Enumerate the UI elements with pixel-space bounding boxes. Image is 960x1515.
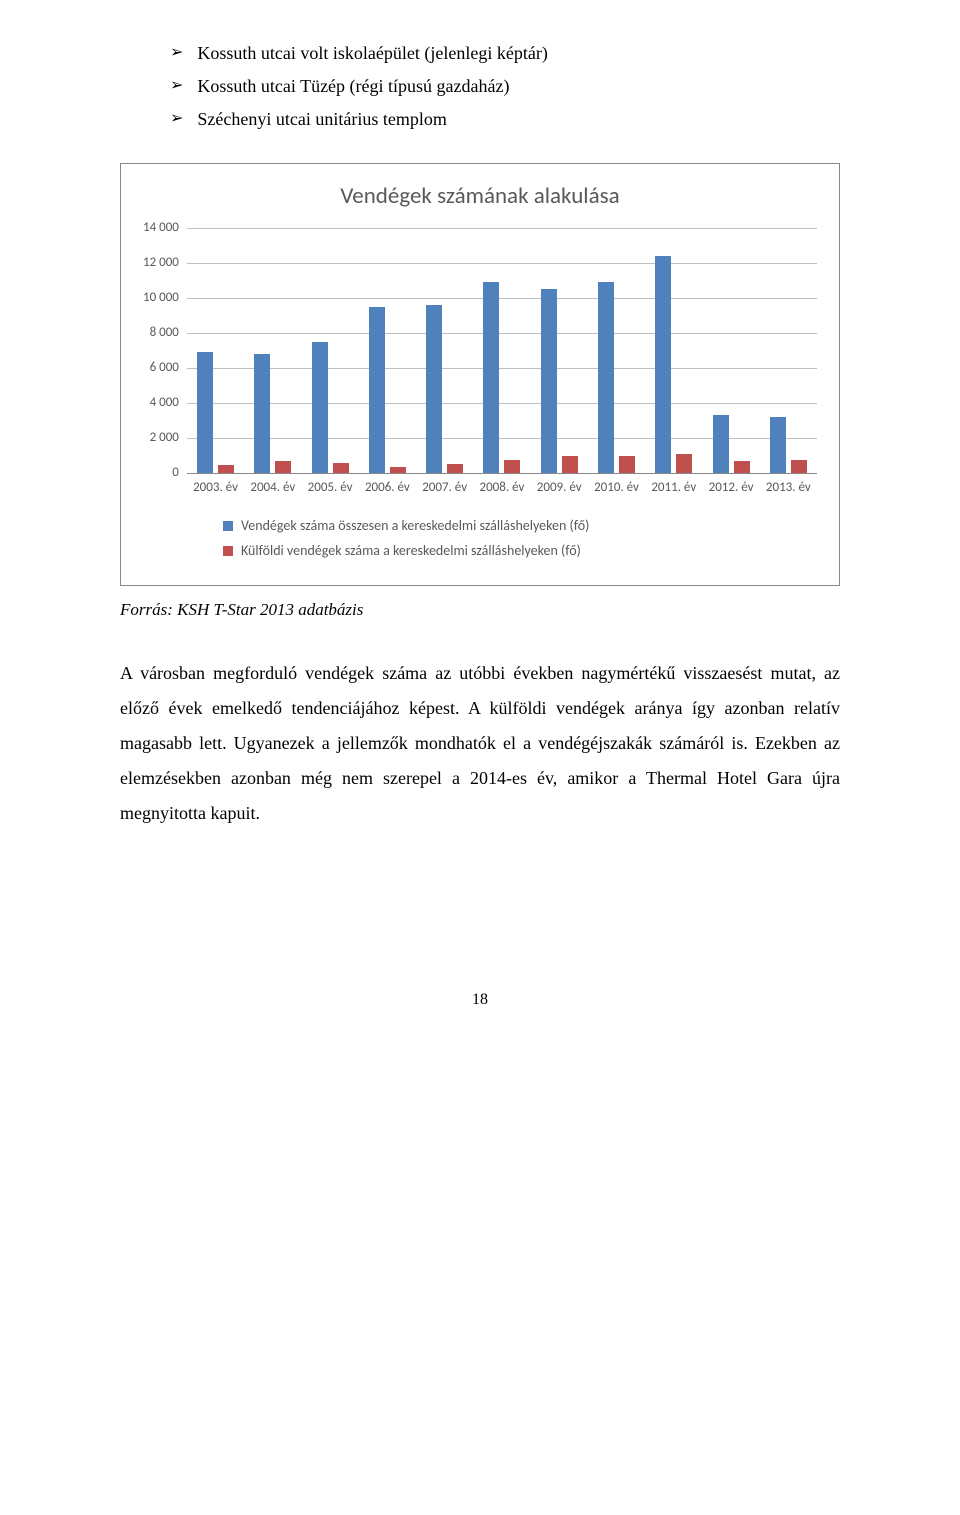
bar [598, 282, 614, 473]
x-tick-label: 2013. év [765, 480, 811, 495]
triangle-bullet-icon: ➢ [170, 73, 183, 99]
y-tick-label: 8 000 [150, 325, 179, 340]
y-axis: 14 000 12 000 10 000 8 000 6 000 4 000 2 000 0 [143, 220, 187, 480]
x-tick-label: 2012. év [708, 480, 754, 495]
bullet-list: ➢ Kossuth utcai volt iskolaépület (jelenl… [120, 40, 840, 133]
bar [713, 415, 729, 473]
bar [770, 417, 786, 473]
x-tick-label: 2010. év [594, 480, 640, 495]
legend-label: Külföldi vendégek száma a kereskedelmi s… [241, 542, 581, 559]
bar [791, 460, 807, 473]
x-tick-label: 2009. év [536, 480, 582, 495]
bar [197, 352, 213, 473]
bar-group [651, 228, 697, 473]
bar-group [422, 228, 468, 473]
bar [333, 463, 349, 473]
page-number: 18 [120, 991, 840, 1009]
bar [218, 465, 234, 473]
bar-group [479, 228, 525, 473]
bar [447, 464, 463, 473]
bar-group [364, 228, 410, 473]
source-citation: Forrás: KSH T-Star 2013 adatbázis [120, 600, 840, 620]
bar [312, 342, 328, 473]
body-paragraph: A városban megforduló vendégek száma az … [120, 656, 840, 831]
bar [390, 467, 406, 473]
y-tick-label: 4 000 [150, 395, 179, 410]
x-tick-label: 2007. év [422, 480, 468, 495]
x-tick-label: 2005. év [307, 480, 353, 495]
bar [254, 354, 270, 473]
bar-group [307, 228, 353, 473]
bar [541, 289, 557, 473]
legend-label: Vendégek száma összesen a kereskedelmi s… [241, 517, 589, 534]
bar [655, 256, 671, 473]
bar-group [250, 228, 296, 473]
bullet-text: Széchenyi utcai unitárius templom [197, 106, 446, 133]
bullet-item: ➢ Széchenyi utcai unitárius templom [170, 106, 840, 133]
bar [369, 307, 385, 473]
bullet-item: ➢ Kossuth utcai volt iskolaépület (jelenl… [170, 40, 840, 67]
chart-container: Vendégek számának alakulása 14 000 12 000… [120, 163, 840, 586]
bar [275, 461, 291, 473]
y-tick-label: 0 [172, 465, 179, 480]
bullet-text: Kossuth utcai Tüzép (régi típusú gazdahá… [197, 73, 509, 100]
triangle-bullet-icon: ➢ [170, 40, 183, 66]
chart-legend: Vendégek száma összesen a kereskedelmi s… [223, 517, 817, 559]
bar-group [765, 228, 811, 473]
bar [483, 282, 499, 473]
x-tick-label: 2006. év [364, 480, 410, 495]
x-tick-label: 2003. év [193, 480, 239, 495]
bullet-item: ➢ Kossuth utcai Tüzép (régi típusú gazdah… [170, 73, 840, 100]
triangle-bullet-icon: ➢ [170, 106, 183, 132]
y-tick-label: 12 000 [143, 255, 179, 270]
y-tick-label: 10 000 [143, 290, 179, 305]
bar [734, 461, 750, 473]
y-tick-label: 14 000 [143, 220, 179, 235]
bar [619, 456, 635, 474]
bar [676, 454, 692, 473]
x-tick-label: 2011. év [651, 480, 697, 495]
legend-swatch-icon [223, 546, 233, 556]
bar-group [193, 228, 239, 473]
bar [504, 460, 520, 473]
bar-group [708, 228, 754, 473]
x-tick-label: 2008. év [479, 480, 525, 495]
bar-group [536, 228, 582, 473]
legend-item: Külföldi vendégek száma a kereskedelmi s… [223, 542, 817, 559]
bar-group [594, 228, 640, 473]
bars-row [187, 228, 817, 473]
chart-title: Vendégek számának alakulása [143, 182, 817, 210]
legend-swatch-icon [223, 521, 233, 531]
plot-area [187, 228, 817, 474]
bar [426, 305, 442, 473]
legend-item: Vendégek száma összesen a kereskedelmi s… [223, 517, 817, 534]
x-axis: 2003. év 2004. év 2005. év 2006. év 2007. év… [187, 480, 817, 495]
bar [562, 456, 578, 473]
bullet-text: Kossuth utcai volt iskolaépület (jelenle… [197, 40, 547, 67]
y-tick-label: 6 000 [150, 360, 179, 375]
y-tick-label: 2 000 [150, 430, 179, 445]
x-tick-label: 2004. év [250, 480, 296, 495]
